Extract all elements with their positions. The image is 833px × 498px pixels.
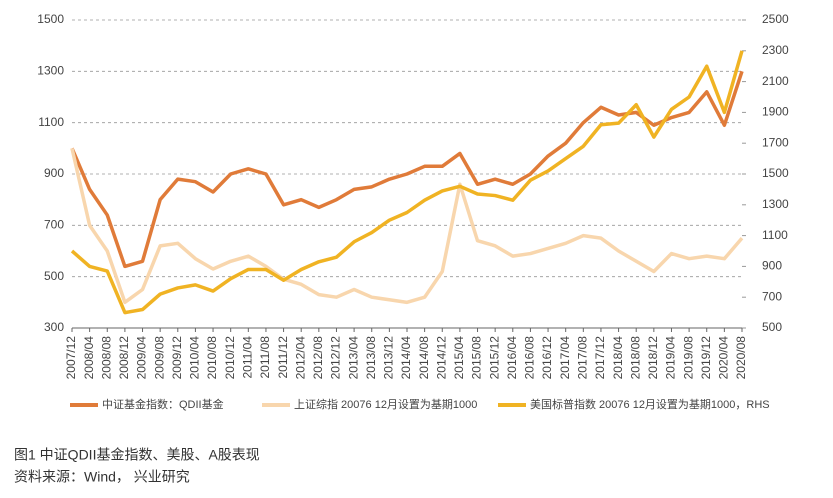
x-tick-label: 2010/04 (188, 336, 202, 380)
x-tick-label: 2016/08 (523, 336, 537, 380)
y2-tick-label: 1100 (762, 228, 788, 242)
source: 资料来源：Wind， 兴业研究 (14, 469, 190, 485)
x-tick-label: 2010/12 (223, 336, 237, 380)
x-tick-label: 2011/12 (276, 336, 290, 379)
x-tick-label: 2019/12 (699, 336, 713, 380)
y2-tick-label: 1500 (762, 166, 789, 180)
x-tick-label: 2016/12 (540, 336, 554, 380)
x-tick-label: 2018/08 (628, 336, 642, 380)
x-tick-label: 2017/04 (558, 336, 572, 380)
series-line (70, 70, 744, 269)
y-tick-label: 1300 (37, 64, 64, 78)
series-line (70, 50, 744, 315)
x-tick-label: 2014/12 (434, 336, 448, 380)
series-line (70, 147, 744, 305)
y2-tick-label: 2100 (762, 74, 789, 88)
x-tick-label: 2012/08 (311, 336, 325, 380)
y-tick-label: 900 (44, 166, 64, 180)
x-tick-label: 2016/04 (505, 336, 519, 380)
x-tick-label: 2010/08 (205, 336, 219, 380)
x-tick-label: 2017/08 (575, 336, 589, 380)
x-tick-label: 2015/12 (487, 336, 501, 380)
x-tick-label: 2007/12 (64, 336, 78, 380)
y-tick-label: 700 (44, 218, 64, 232)
x-tick-label: 2020/08 (734, 336, 748, 380)
y2-tick-label: 2500 (762, 12, 789, 26)
legend-label: 上证综指 20076 12月设置为基期1000 (294, 397, 477, 411)
y2-tick-label: 700 (762, 289, 782, 303)
y-tick-label: 300 (44, 320, 64, 334)
x-tick-label: 2013/12 (382, 336, 396, 380)
x-tick-label: 2019/04 (664, 336, 678, 380)
y2-tick-label: 900 (762, 259, 782, 273)
caption: 图1 中证QDII基金指数、美股、A股表现 (14, 447, 260, 463)
x-tick-label: 2009/12 (170, 336, 184, 380)
x-tick-label: 2008/08 (99, 336, 113, 380)
x-tick-label: 2014/04 (399, 336, 413, 380)
x-tick-label: 2019/08 (681, 336, 695, 380)
x-tick-label: 2009/04 (135, 336, 149, 380)
x-tick-label: 2011/08 (258, 336, 272, 379)
x-tick-label: 2017/12 (593, 336, 607, 380)
y2-tick-label: 500 (762, 320, 782, 334)
y2-tick-label: 1700 (762, 135, 789, 149)
x-tick-label: 2013/04 (346, 336, 360, 380)
y2-tick-label: 1900 (762, 105, 789, 119)
x-tick-label: 2013/08 (364, 336, 378, 380)
x-tick-label: 2015/08 (470, 336, 484, 380)
x-tick-label: 2008/04 (82, 336, 96, 380)
x-tick-label: 2020/04 (717, 336, 731, 380)
y2-tick-label: 1300 (762, 197, 789, 211)
x-tick-label: 2009/08 (152, 336, 166, 380)
y-tick-label: 1100 (38, 115, 64, 129)
y-tick-label: 500 (44, 269, 64, 283)
x-tick-label: 2018/12 (646, 336, 660, 380)
legend-label: 中证基金指数：QDII基金 (102, 397, 224, 411)
x-tick-label: 2008/12 (117, 336, 131, 380)
x-tick-label: 2012/04 (293, 336, 307, 380)
x-tick-label: 2014/08 (417, 336, 431, 380)
x-tick-label: 2018/04 (611, 336, 625, 380)
x-tick-label: 2015/04 (452, 336, 466, 380)
y-tick-label: 1500 (37, 12, 64, 26)
x-tick-label: 2011/04 (240, 336, 254, 379)
y2-tick-label: 2300 (762, 43, 789, 57)
x-tick-label: 2012/12 (329, 336, 343, 380)
legend-label: 美国标普指数 20076 12月设置为基期1000，RHS (530, 397, 770, 411)
